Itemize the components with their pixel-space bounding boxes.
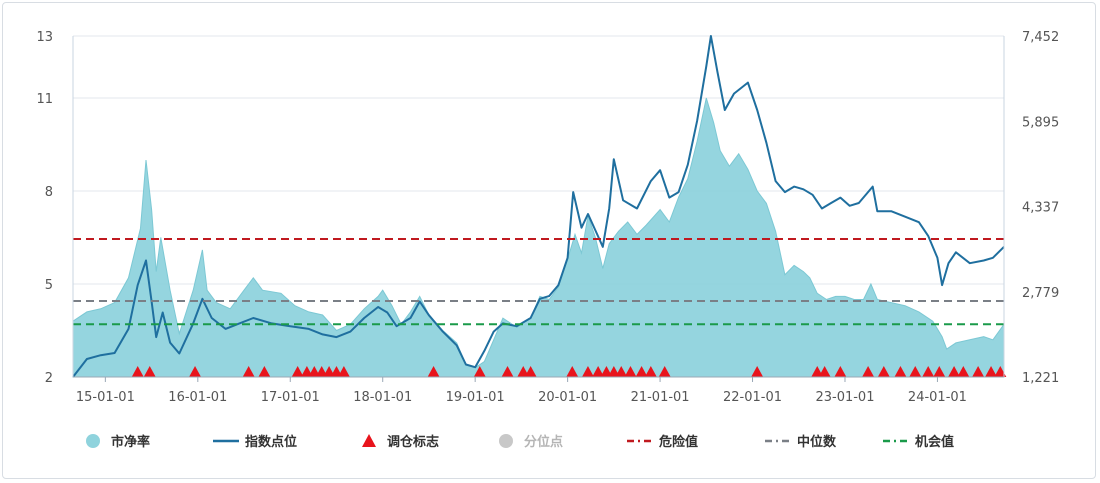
rebalance-marker — [615, 366, 628, 377]
legend[interactable]: 市净率 指数点位 调仓标志 分位点 危险值 中位数 机会值 — [86, 434, 954, 450]
rebalance-marker — [143, 366, 156, 377]
rebalance-marker — [291, 366, 304, 377]
rebalance-marker — [189, 366, 202, 377]
rebalance-marker — [922, 366, 935, 377]
rebalance-marker — [473, 366, 486, 377]
legend-triangle-icon — [362, 434, 376, 447]
right-tick-label: 7,452 — [1022, 30, 1059, 45]
x-tick-label: 19-01-01 — [446, 390, 505, 405]
rebalance-marker — [427, 366, 440, 377]
rebalance-marker — [894, 366, 907, 377]
rebalance-marker — [751, 366, 764, 377]
right-tick-label: 1,221 — [1022, 371, 1059, 386]
legend-label: 调仓标志 — [387, 434, 439, 450]
legend-item-0[interactable]: 市净率 — [86, 434, 150, 450]
rebalance-marker — [566, 366, 579, 377]
left-tick-label: 11 — [36, 92, 53, 107]
right-tick-label: 2,779 — [1022, 286, 1059, 301]
legend-label: 中位数 — [797, 434, 837, 450]
x-tick-label: 16-01-01 — [168, 390, 227, 405]
legend-item-4[interactable]: 危险值 — [627, 434, 698, 450]
rebalance-marker — [501, 366, 514, 377]
rebalance-marker — [957, 366, 970, 377]
rebalance-marker — [524, 366, 537, 377]
x-tick-label: 17-01-01 — [261, 390, 320, 405]
series-layer — [72, 35, 1005, 378]
rebalance-marker — [258, 366, 271, 377]
chart-canvas: 2 5 8 11 13 1,221 2,779 4,337 5,895 7,452 15-01-01… — [36, 30, 1059, 450]
right-tick-label: 5,895 — [1022, 115, 1059, 130]
rebalance-marker — [131, 366, 144, 377]
rebalance-marker — [985, 366, 998, 377]
rebalance-marker — [994, 366, 1007, 377]
pb-area — [72, 97, 1005, 378]
legend-label: 指数点位 — [245, 434, 297, 450]
rebalance-marker — [834, 366, 847, 377]
left-tick-label: 5 — [45, 278, 53, 293]
rebalance-marker — [635, 366, 648, 377]
x-tick-label: 18-01-01 — [353, 390, 412, 405]
legend-label: 机会值 — [915, 434, 954, 450]
rebalance-marker — [658, 366, 671, 377]
legend-label: 市净率 — [111, 434, 150, 450]
legend-item-5[interactable]: 中位数 — [765, 434, 837, 450]
legend-label: 危险值 — [659, 434, 698, 450]
rebalance-marker — [592, 366, 605, 377]
rebalance-marker — [644, 366, 657, 377]
rebalance-markers — [131, 366, 1007, 377]
index-line — [72, 35, 1005, 378]
rebalance-marker — [624, 366, 637, 377]
rebalance-marker — [909, 366, 922, 377]
rebalance-marker — [948, 366, 961, 377]
x-tick-label: 23-01-01 — [815, 390, 874, 405]
x-tick-label: 21-01-01 — [631, 390, 690, 405]
rebalance-marker — [337, 366, 350, 377]
left-tick-label: 8 — [45, 185, 53, 200]
legend-item-3[interactable]: 分位点 — [499, 434, 563, 450]
legend-item-1[interactable]: 指数点位 — [213, 434, 297, 450]
rebalance-marker — [818, 366, 831, 377]
legend-circle-icon — [86, 434, 100, 448]
left-tick-label: 13 — [36, 30, 53, 45]
x-tick-label: 15-01-01 — [76, 390, 135, 405]
rebalance-marker — [972, 366, 985, 377]
legend-label: 分位点 — [524, 434, 563, 450]
x-tick-label: 22-01-01 — [723, 390, 782, 405]
axes: 2 5 8 11 13 1,221 2,779 4,337 5,895 7,452 15-01-01… — [36, 30, 1059, 405]
x-tick-label: 20-01-01 — [538, 390, 597, 405]
rebalance-marker — [581, 366, 594, 377]
legend-item-6[interactable]: 机会值 — [883, 434, 954, 450]
rebalance-marker — [877, 366, 890, 377]
right-tick-label: 4,337 — [1022, 201, 1059, 216]
rebalance-marker — [242, 366, 255, 377]
rebalance-marker — [933, 366, 946, 377]
x-tick-label: 24-01-01 — [908, 390, 967, 405]
rebalance-marker — [862, 366, 875, 377]
legend-circle-icon — [499, 434, 513, 448]
legend-item-2[interactable]: 调仓标志 — [362, 434, 439, 450]
left-tick-label: 2 — [45, 371, 53, 386]
